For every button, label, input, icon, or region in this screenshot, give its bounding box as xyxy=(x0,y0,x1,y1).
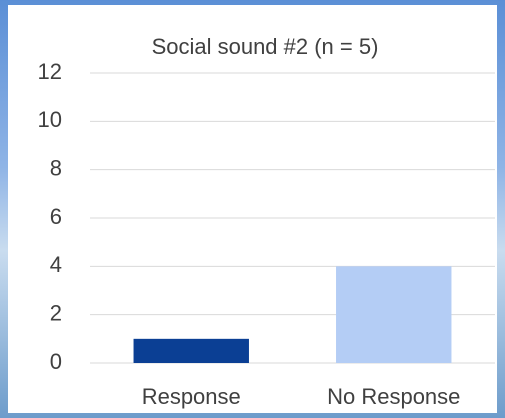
y-tick-label: 0 xyxy=(50,349,62,374)
bar xyxy=(133,338,249,363)
y-tick-label: 6 xyxy=(50,204,62,229)
x-tick-label: Response xyxy=(142,384,241,409)
y-tick-label: 4 xyxy=(50,252,62,277)
y-tick-label: 12 xyxy=(38,59,62,84)
x-tick-label: No Response xyxy=(327,384,460,409)
y-tick-label: 2 xyxy=(50,300,62,325)
y-tick-label: 10 xyxy=(38,107,62,132)
chart-title: Social sound #2 (n = 5) xyxy=(152,34,379,59)
y-tick-label: 8 xyxy=(50,155,62,180)
bar xyxy=(336,266,452,363)
